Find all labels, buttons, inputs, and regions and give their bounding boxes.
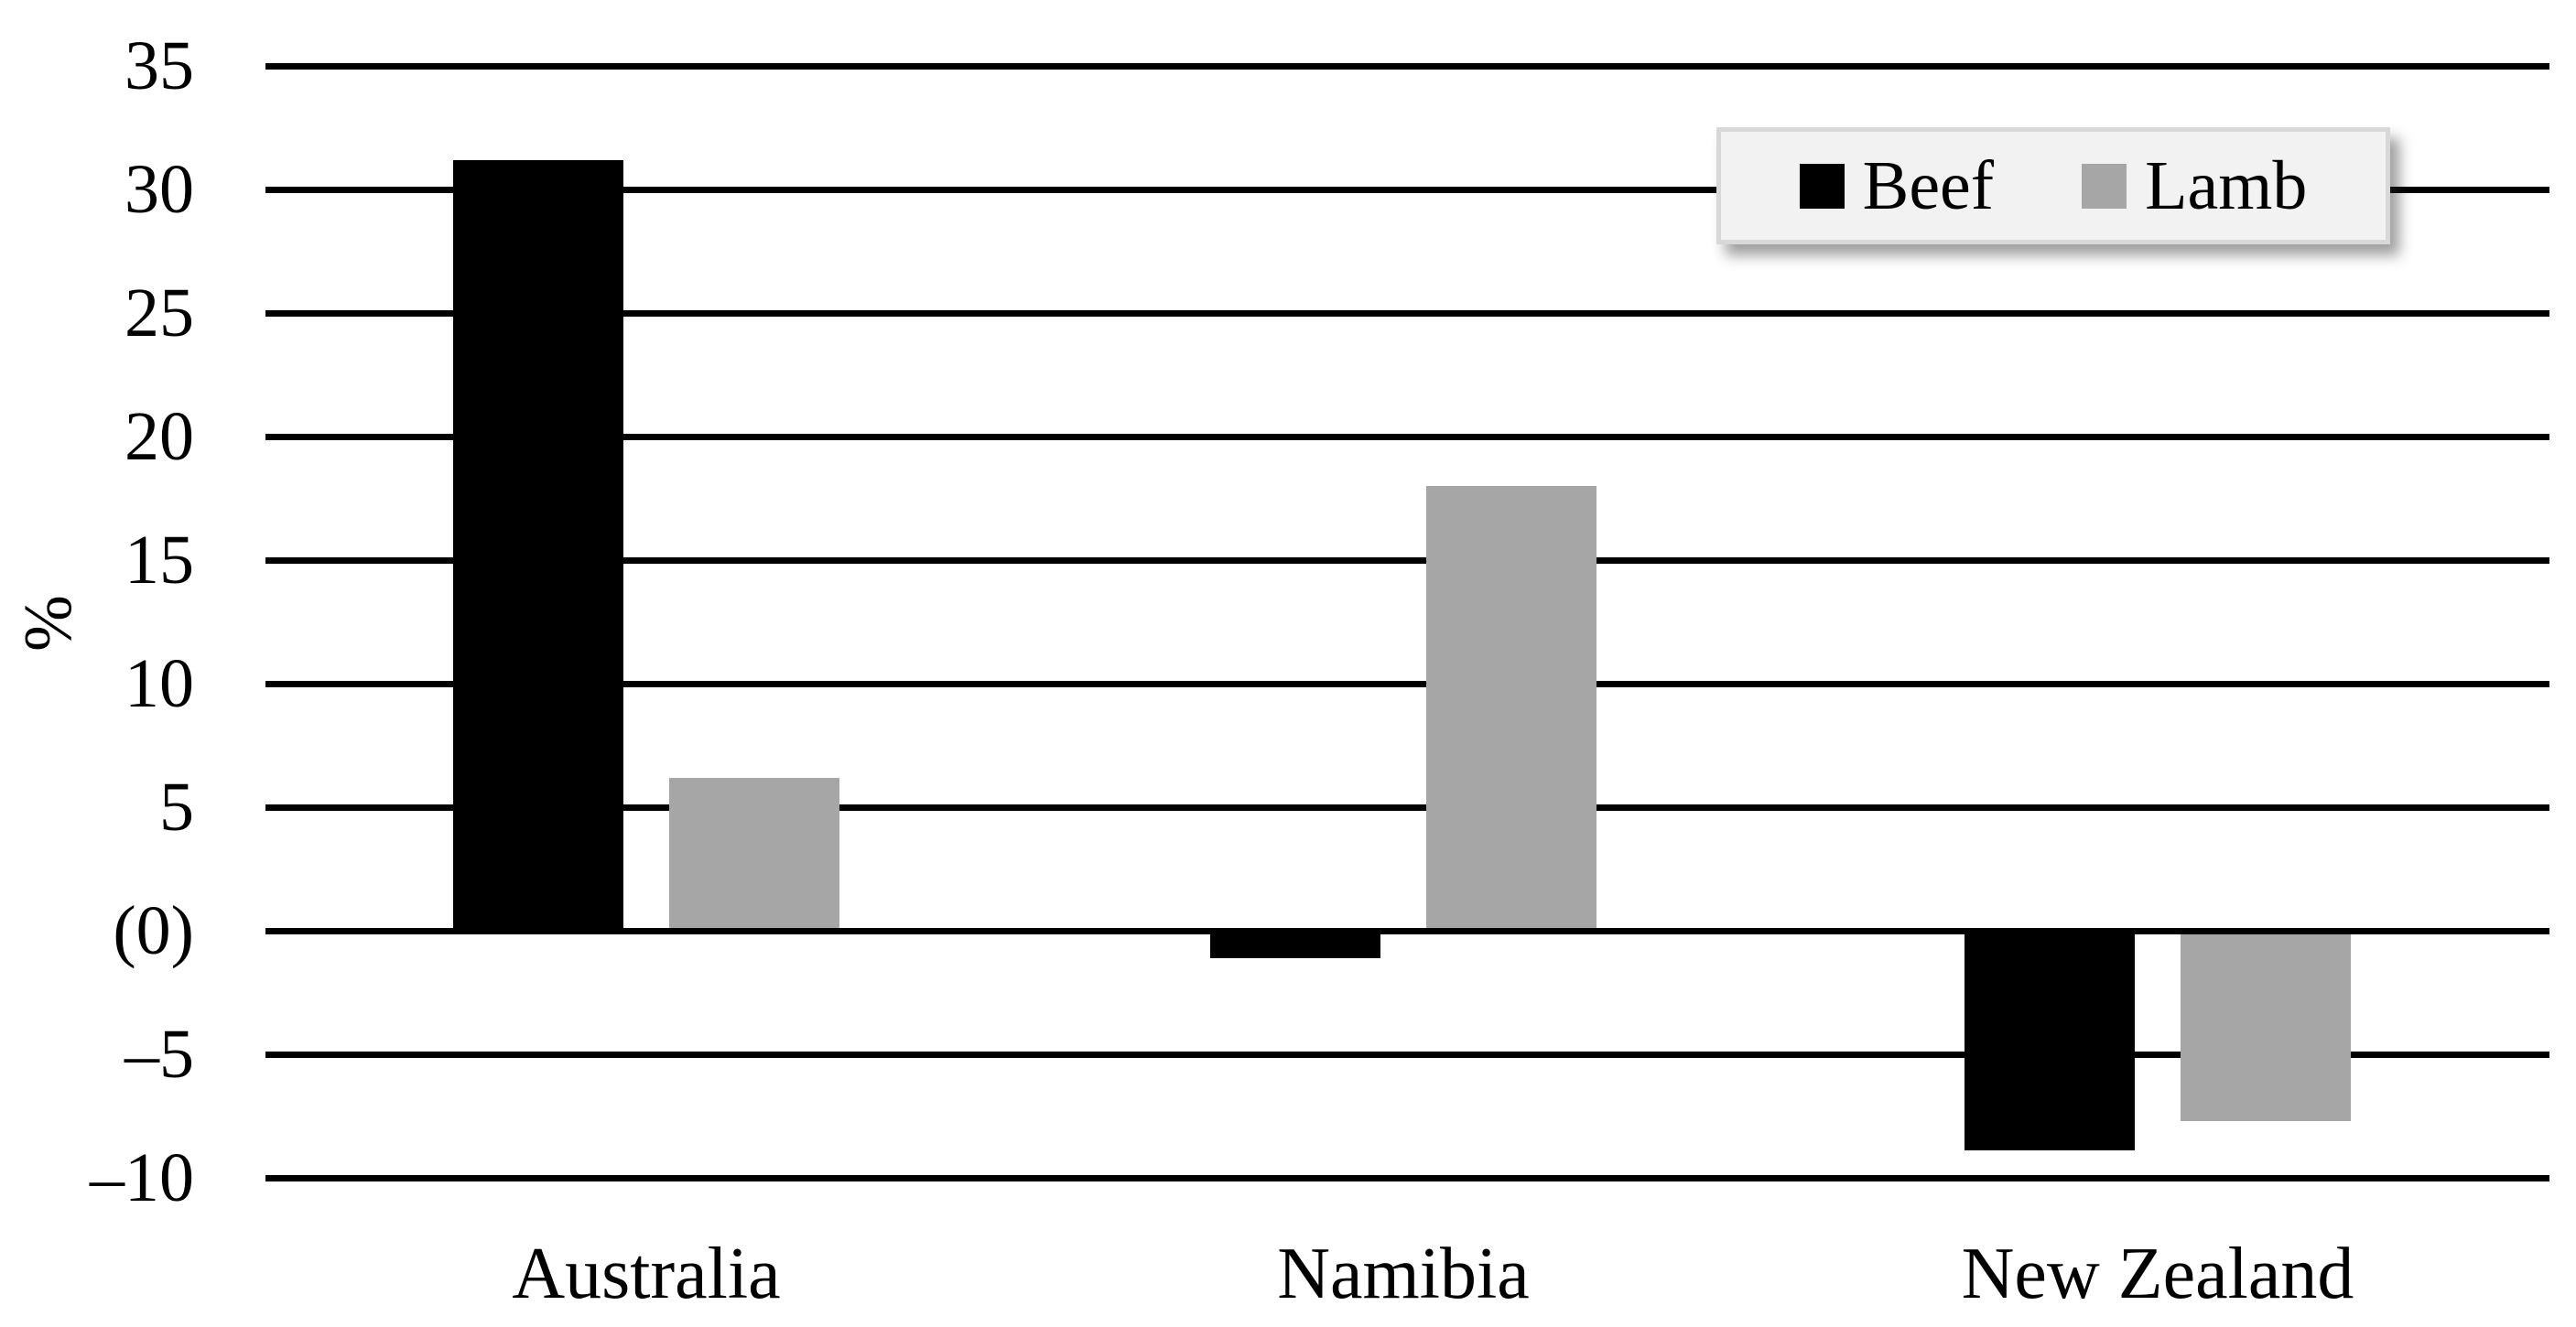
legend-swatch-beef: [1799, 163, 1845, 209]
y-tick-label: (0): [113, 892, 194, 969]
legend-item-beef: Beef: [1799, 147, 1995, 224]
legend-label: Beef: [1862, 147, 1995, 224]
legend: Beef Lamb: [1716, 127, 2390, 244]
y-tick-label: 5: [159, 769, 194, 846]
category-label-australia: Australia: [512, 1234, 781, 1314]
gridline: [265, 1052, 2549, 1058]
category-label-namibia: Namibia: [1277, 1234, 1530, 1314]
legend-item-lamb: Lamb: [2082, 151, 2307, 221]
y-tick-label: 15: [124, 522, 194, 599]
gridline: [265, 557, 2549, 564]
category-label-new-zealand: New Zealand: [1961, 1234, 2354, 1314]
y-tick-label: 30: [124, 151, 194, 228]
bar-lamb-new-zealand: [2181, 928, 2351, 1121]
legend-swatch-lamb: [2082, 163, 2127, 209]
x-axis-zero-line: [265, 928, 2549, 934]
y-tick-label: –10: [90, 1139, 194, 1216]
legend-label: Lamb: [2145, 147, 2308, 224]
bar-lamb-australia: [669, 778, 839, 933]
y-tick-label: 35: [124, 27, 194, 104]
bar-beef-australia: [453, 160, 623, 933]
y-tick-label: 10: [124, 645, 194, 722]
y-tick-label: 25: [124, 275, 194, 351]
bar-lamb-namibia: [1426, 486, 1596, 933]
gridline: [265, 434, 2549, 440]
y-tick-label: 20: [124, 398, 194, 475]
gridline: [265, 310, 2549, 317]
gridline: [265, 63, 2549, 70]
gridline: [265, 804, 2549, 811]
gridline: [265, 681, 2549, 687]
bar-beef-new-zealand: [1964, 928, 2135, 1150]
gridline: [265, 1175, 2549, 1181]
gridline: [265, 187, 2549, 193]
y-tick-label: –5: [124, 1016, 194, 1093]
